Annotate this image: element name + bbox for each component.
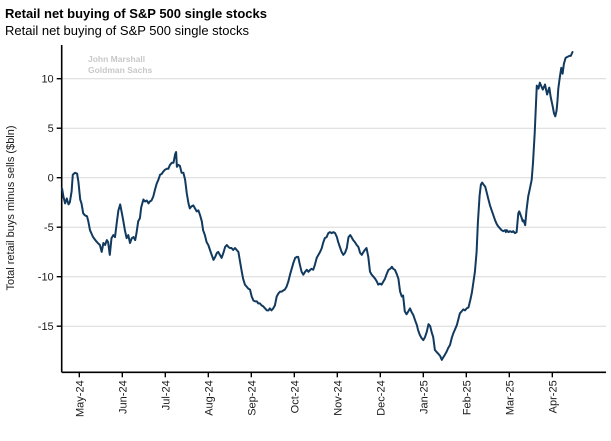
y-tick-label: -5 [44,222,54,234]
x-tick-label: Nov-24 [332,380,344,415]
x-tick-label: Oct-24 [289,380,301,413]
y-tick-label: 10 [41,74,53,86]
x-tick-label: Feb-25 [461,380,473,415]
x-tick-label: Sep-24 [246,380,258,415]
chart-title: Retail net buying of S&P 500 single stoc… [5,6,267,21]
retail-net-buying-line [61,51,574,361]
x-tick-label: Jan-25 [418,380,430,414]
y-tick-label: 0 [48,173,54,185]
chart-subtitle: Retail net buying of S&P 500 single stoc… [5,23,250,38]
watermark-text: Goldman Sachs [88,65,153,75]
x-tick-label: May-24 [74,380,86,417]
x-tick-label: Dec-24 [375,380,387,415]
y-tick-label: -10 [38,272,54,284]
y-tick-label: -15 [38,321,54,333]
x-tick-label: Jun-24 [117,380,129,414]
x-tick-label: Mar-25 [504,380,516,415]
y-tick-label: 5 [48,123,54,135]
x-tick-label: Aug-24 [203,380,215,415]
y-axis-title: Total retail buys minus sells ($bln) [5,125,17,290]
x-tick-label: Jul-24 [160,380,172,410]
watermark-text: John Marshall [88,54,145,64]
x-tick-label: Apr-25 [547,380,559,413]
